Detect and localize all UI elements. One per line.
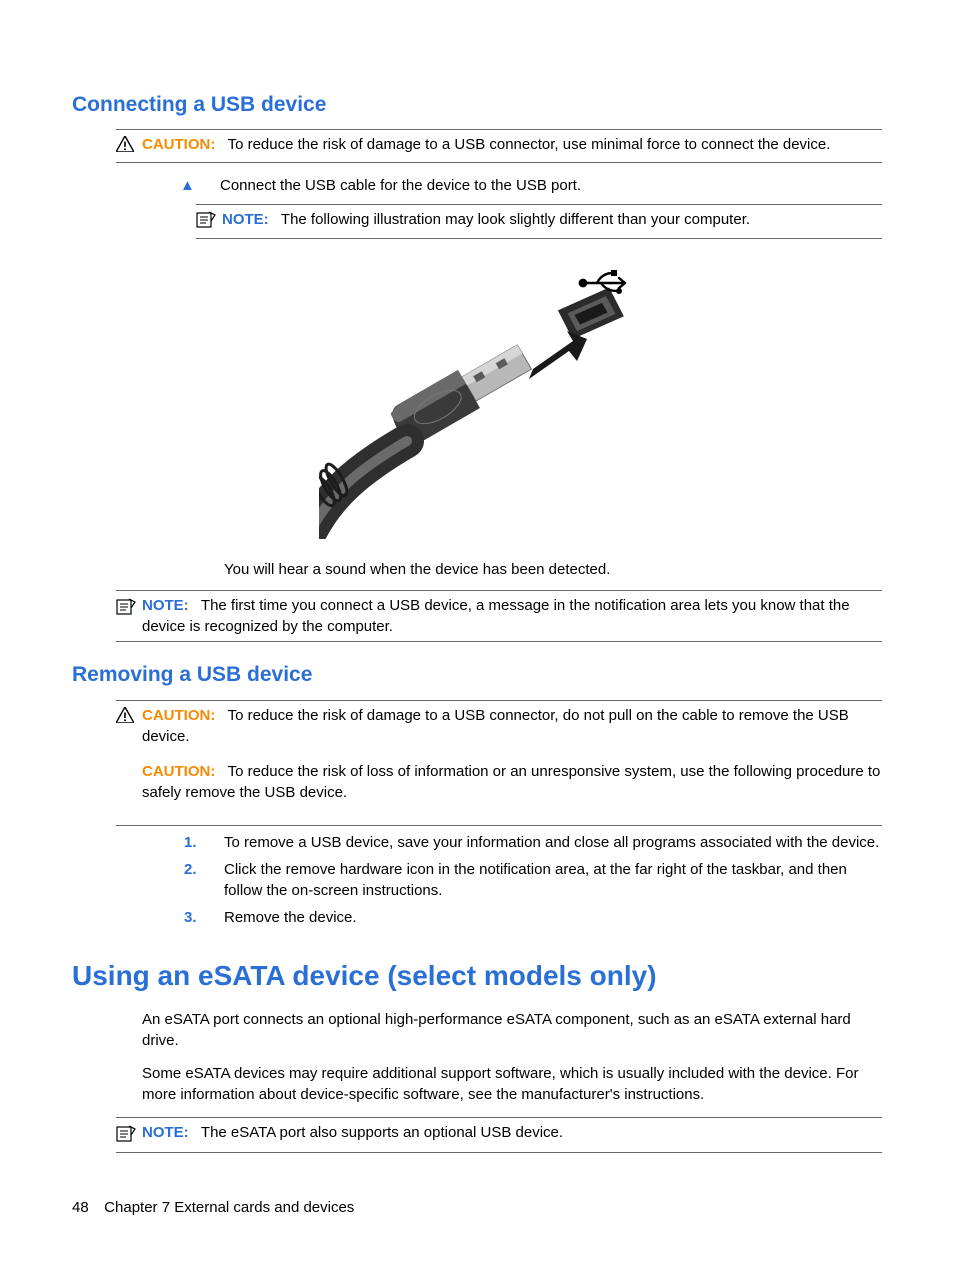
section2-body: CAUTION: To reduce the risk of damage to… bbox=[116, 700, 882, 928]
note-block-3: NOTE: The eSATA port also supports an op… bbox=[116, 1117, 882, 1153]
caution-text: To reduce the risk of damage to a USB co… bbox=[142, 707, 849, 745]
note-text: The first time you connect a USB device,… bbox=[142, 597, 850, 635]
page-footer: 48 Chapter 7 External cards and devices bbox=[72, 1197, 354, 1218]
note-icon bbox=[116, 1124, 138, 1148]
note-label: NOTE: bbox=[142, 597, 189, 614]
heading-esata: Using an eSATA device (select models onl… bbox=[72, 956, 882, 995]
note-text: The eSATA port also supports an optional… bbox=[201, 1124, 563, 1141]
caution-label-2: CAUTION: bbox=[142, 763, 215, 780]
caution-text-2: To reduce the risk of loss of informatio… bbox=[142, 763, 880, 801]
note-block: NOTE: The following illustration may loo… bbox=[196, 204, 882, 239]
step-text: Connect the USB cable for the device to … bbox=[220, 175, 882, 196]
caution-icon bbox=[116, 136, 138, 158]
note-block-2: NOTE: The first time you connect a USB d… bbox=[116, 590, 882, 642]
step-text: To remove a USB device, save your inform… bbox=[224, 832, 882, 853]
caution-text: To reduce the risk of damage to a USB co… bbox=[228, 136, 831, 153]
usb-illustration bbox=[319, 259, 679, 539]
step-3: 3. Remove the device. bbox=[184, 907, 882, 928]
note-label: NOTE: bbox=[222, 211, 269, 228]
note-icon bbox=[116, 597, 138, 621]
heading-removing-usb: Removing a USB device bbox=[72, 660, 882, 689]
section1-body: CAUTION: To reduce the risk of damage to… bbox=[116, 129, 882, 642]
step-num: 3. bbox=[184, 907, 224, 928]
step-2: 2. Click the remove hardware icon in the… bbox=[184, 859, 882, 901]
step-row: ▲ Connect the USB cable for the device t… bbox=[180, 175, 882, 196]
note-text: The following illustration may look slig… bbox=[281, 211, 750, 228]
heading-connecting-usb: Connecting a USB device bbox=[72, 90, 882, 119]
post-illus-text: You will hear a sound when the device ha… bbox=[224, 559, 882, 580]
step-text: Remove the device. bbox=[224, 907, 882, 928]
chapter-label: Chapter 7 External cards and devices bbox=[104, 1199, 354, 1216]
caution-label: CAUTION: bbox=[142, 136, 215, 153]
step-1: 1. To remove a USB device, save your inf… bbox=[184, 832, 882, 853]
page-content: Connecting a USB device CAUTION: To redu… bbox=[0, 0, 954, 1215]
caution-icon bbox=[116, 707, 138, 729]
note-icon bbox=[196, 210, 222, 234]
page-number: 48 bbox=[72, 1197, 100, 1218]
step-num: 1. bbox=[184, 832, 224, 853]
step-num: 2. bbox=[184, 859, 224, 901]
esata-p2: Some eSATA devices may require additiona… bbox=[142, 1063, 882, 1105]
step-marker: ▲ bbox=[180, 175, 220, 196]
caution-block-2: CAUTION: To reduce the risk of damage to… bbox=[116, 700, 882, 813]
caution-label: CAUTION: bbox=[142, 707, 215, 724]
caution-block: CAUTION: To reduce the risk of damage to… bbox=[116, 129, 882, 163]
note-label: NOTE: bbox=[142, 1124, 189, 1141]
step-text: Click the remove hardware icon in the no… bbox=[224, 859, 882, 901]
esata-p1: An eSATA port connects an optional high-… bbox=[142, 1009, 882, 1051]
